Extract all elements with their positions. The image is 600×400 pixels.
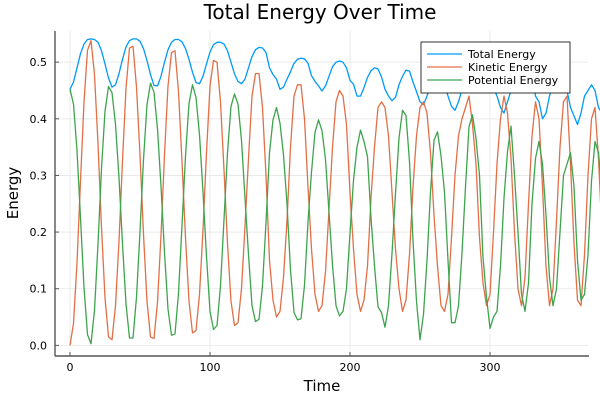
y-tick-label: 0.3	[30, 169, 48, 182]
y-tick-label: 0.2	[30, 226, 48, 239]
legend-label-kinetic-energy: Kinetic Energy	[468, 61, 548, 74]
axes	[54, 31, 589, 357]
x-tick-label: 100	[200, 361, 221, 374]
x-ticks: 0 100 200 300	[67, 352, 501, 374]
y-tick-label: 0.1	[30, 283, 48, 296]
x-axis-label: Time	[303, 377, 341, 395]
kinetic-energy-line	[69, 39, 600, 346]
y-axis-label: Energy	[4, 167, 22, 220]
y-ticks: 0.0 0.1 0.2 0.3 0.4 0.5	[30, 56, 59, 352]
y-tick-label: 0.0	[30, 339, 48, 352]
potential-energy-line	[69, 82, 600, 345]
chart-title: Total Energy Over Time	[203, 0, 437, 24]
x-tick-label: 0	[67, 361, 74, 374]
x-tick-label: 200	[340, 361, 361, 374]
y-tick-label: 0.5	[30, 56, 48, 69]
legend-label-total-energy: Total Energy	[467, 48, 536, 61]
x-tick-label: 300	[480, 361, 501, 374]
legend-label-potential-energy: Potential Energy	[468, 74, 559, 87]
y-tick-label: 0.4	[30, 113, 48, 126]
